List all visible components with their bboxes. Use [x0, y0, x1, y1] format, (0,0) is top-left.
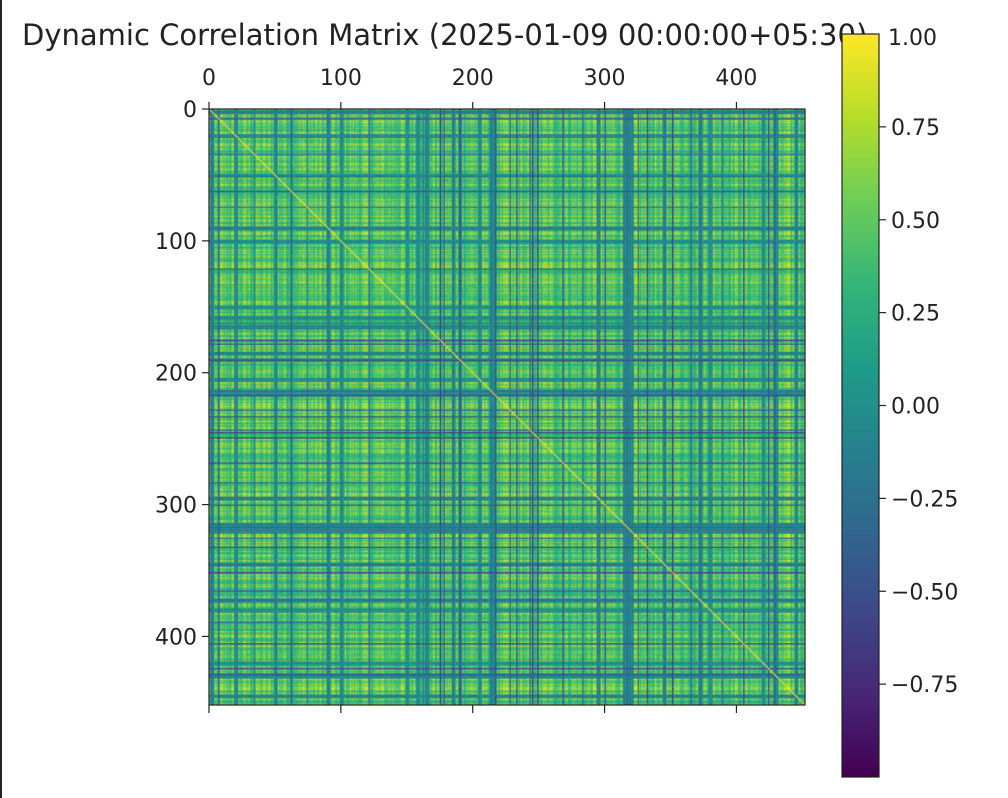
colorbar-tick-label: −0.75	[891, 673, 958, 698]
colorbar-tick-label: −0.50	[891, 580, 958, 605]
heatmap-frame	[208, 108, 806, 706]
x-tick-label: 300	[584, 66, 626, 91]
colorbar-tick-label: 0.50	[891, 209, 940, 234]
x-tick-label: 100	[320, 66, 362, 91]
colorbar-tick-label: 0.00	[891, 395, 940, 420]
colorbar-tick-label: −0.25	[891, 487, 958, 512]
x-tick-label: 0	[202, 66, 216, 91]
y-tick-label: 200	[155, 362, 197, 387]
colorbar-top-label: 1.00	[888, 26, 937, 51]
x-tick-label: 400	[715, 66, 757, 91]
y-tick-label: 400	[155, 625, 197, 650]
heatmap-plot-area	[208, 108, 806, 706]
colorbar-tick-label: 0.25	[891, 302, 940, 327]
colorbar-gradient	[842, 34, 879, 777]
y-tick-label: 0	[183, 98, 197, 123]
x-axis-top: 0 100 200 300 400	[202, 66, 757, 109]
x-axis-bottom-ticks	[208, 705, 738, 713]
heatmap-cells	[209, 109, 805, 705]
y-axis-left: 0 100 200 300 400	[155, 98, 209, 650]
y-tick-label: 300	[155, 494, 197, 519]
chart-title: Dynamic Correlation Matrix (2025-01-09 0…	[22, 18, 867, 52]
y-tick-label: 100	[155, 230, 197, 255]
colorbar: 1.00 0.75 0.50 0.25 0.00 −0.25 −0.50 −0.75	[841, 26, 958, 778]
page-left-border	[0, 0, 2, 798]
x-tick-label: 200	[452, 66, 494, 91]
colorbar-tick-label: 0.75	[891, 116, 940, 141]
